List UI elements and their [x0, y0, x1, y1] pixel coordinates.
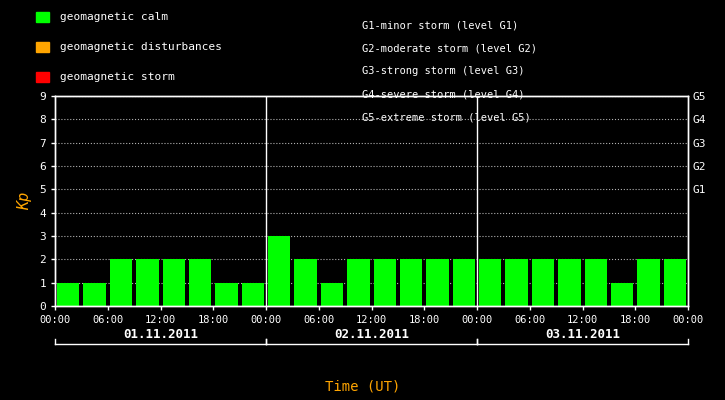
Bar	[189, 259, 212, 306]
Text: G4-severe storm (level G4): G4-severe storm (level G4)	[362, 90, 525, 100]
Bar	[109, 259, 132, 306]
Bar	[320, 283, 343, 306]
Text: 01.11.2011: 01.11.2011	[123, 328, 198, 341]
Bar	[215, 283, 238, 306]
Bar	[268, 236, 291, 306]
Text: geomagnetic calm: geomagnetic calm	[60, 12, 168, 22]
Bar	[663, 259, 686, 306]
Bar	[83, 283, 106, 306]
Bar	[637, 259, 660, 306]
Bar	[347, 259, 370, 306]
Bar	[241, 283, 264, 306]
Y-axis label: Kp: Kp	[17, 192, 33, 210]
Text: 03.11.2011: 03.11.2011	[545, 328, 620, 341]
Bar	[426, 259, 449, 306]
Bar	[294, 259, 317, 306]
Text: Time (UT): Time (UT)	[325, 380, 400, 394]
Bar	[558, 259, 581, 306]
Bar	[479, 259, 502, 306]
Bar	[57, 283, 80, 306]
Bar	[584, 259, 607, 306]
Text: G2-moderate storm (level G2): G2-moderate storm (level G2)	[362, 43, 537, 53]
Bar	[611, 283, 634, 306]
Text: geomagnetic storm: geomagnetic storm	[60, 72, 175, 82]
Bar	[373, 259, 396, 306]
Text: geomagnetic disturbances: geomagnetic disturbances	[60, 42, 222, 52]
Bar	[452, 259, 475, 306]
Bar	[136, 259, 159, 306]
Bar	[531, 259, 554, 306]
Text: G5-extreme storm (level G5): G5-extreme storm (level G5)	[362, 113, 531, 123]
Bar	[162, 259, 185, 306]
Bar	[400, 259, 423, 306]
Text: 02.11.2011: 02.11.2011	[334, 328, 409, 341]
Text: G3-strong storm (level G3): G3-strong storm (level G3)	[362, 66, 525, 76]
Bar	[505, 259, 528, 306]
Text: G1-minor storm (level G1): G1-minor storm (level G1)	[362, 20, 519, 30]
